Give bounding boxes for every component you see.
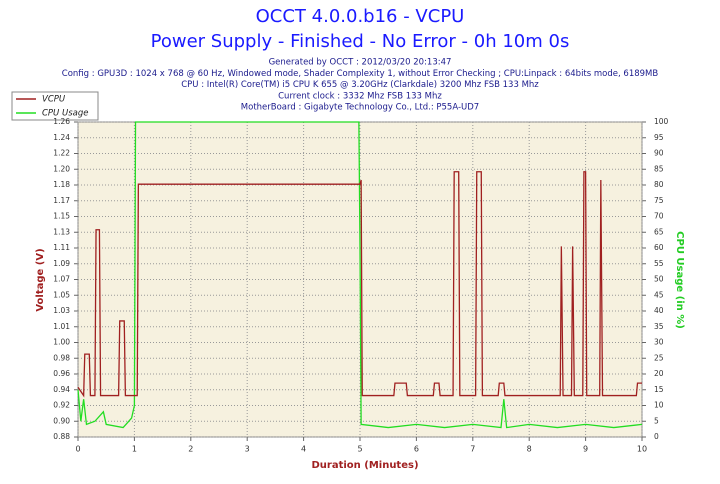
y-tick-label: 1.13 [53, 227, 70, 236]
y2-tick-label: 20 [654, 369, 664, 378]
y-tick-label: 1.26 [53, 117, 70, 126]
x-tick-label: 6 [414, 445, 419, 454]
x-tick-label: 1 [132, 445, 137, 454]
y-axis-label: Voltage (V) [35, 248, 46, 311]
x-tick-label: 10 [637, 445, 647, 454]
y2-tick-label: 40 [654, 306, 664, 315]
y-tick-label: 1.22 [53, 149, 70, 158]
y-tick-label: 0.96 [53, 369, 70, 378]
y-tick-label: 1.07 [53, 275, 70, 284]
legend-label: CPU Usage [42, 109, 88, 119]
series-line [77, 121, 643, 429]
info-line: Generated by OCCT : 2012/03/20 20:13:47 [269, 58, 452, 68]
y2-tick-label: 55 [654, 259, 664, 268]
info-line: CPU : Intel(R) Core(TM) i5 CPU K 655 @ 3… [181, 80, 539, 90]
info-line: Config : GPU3D : 1024 x 768 @ 60 Hz, Win… [62, 69, 659, 79]
x-tick-label: 2 [188, 445, 193, 454]
info-line: Current clock : 3332 Mhz FSB 133 Mhz [278, 91, 442, 101]
y-tick-label: 1.18 [53, 180, 70, 189]
x-tick-label: 9 [583, 445, 588, 454]
y2-tick-label: 65 [654, 227, 664, 236]
y-tick-label: 1.20 [53, 164, 70, 173]
info-line: MotherBoard : Gigabyte Technology Co., L… [241, 103, 479, 113]
x-tick-label: 5 [357, 445, 362, 454]
y-tick-label: 1.05 [53, 290, 70, 299]
y-tick-label: 0.98 [53, 353, 70, 362]
y2-tick-label: 35 [654, 322, 664, 331]
y2-tick-label: 70 [654, 212, 664, 221]
y-tick-label: 0.90 [53, 416, 70, 425]
y2-tick-label: 100 [654, 117, 669, 126]
y2-axis-label: CPU Usage (in %) [674, 231, 685, 329]
y-tick-label: 1.00 [53, 338, 70, 347]
y2-tick-label: 85 [654, 164, 664, 173]
y2-tick-label: 80 [654, 180, 664, 189]
y2-tick-label: 0 [654, 432, 659, 441]
y-tick-label: 1.11 [53, 243, 70, 252]
y-tick-label: 1.17 [53, 196, 70, 205]
x-tick-label: 0 [75, 445, 80, 454]
y2-tick-label: 15 [654, 385, 664, 394]
y2-tick-label: 30 [654, 338, 664, 347]
y2-tick-label: 25 [654, 353, 664, 362]
y2-tick-label: 75 [654, 196, 664, 205]
x-tick-label: 8 [527, 445, 532, 454]
y-tick-label: 0.88 [53, 432, 70, 441]
legend-label: VCPU [42, 95, 66, 105]
x-tick-label: 3 [245, 445, 250, 454]
x-tick-label: 7 [470, 445, 475, 454]
legend [11, 91, 99, 121]
y2-tick-label: 5 [654, 416, 659, 425]
chart-subtitle: Power Supply - Finished - No Error - 0h … [151, 31, 570, 52]
y-tick-label: 1.01 [53, 322, 70, 331]
y-tick-label: 0.92 [53, 401, 70, 410]
x-axis-label: Duration (Minutes) [311, 460, 418, 471]
series-line [77, 171, 642, 398]
y2-tick-label: 10 [654, 401, 664, 410]
y2-tick-label: 60 [654, 243, 664, 252]
y-tick-label: 1.24 [53, 133, 70, 142]
y2-tick-label: 90 [654, 149, 664, 158]
y2-tick-label: 95 [654, 133, 664, 142]
y2-tick-label: 50 [654, 275, 664, 284]
y-tick-label: 1.03 [53, 306, 70, 315]
y-tick-label: 1.15 [53, 212, 70, 221]
chart-title: OCCT 4.0.0.b16 - VCPU [256, 6, 465, 27]
y-tick-label: 0.94 [53, 385, 70, 394]
x-tick-label: 4 [301, 445, 306, 454]
y2-tick-label: 45 [654, 290, 664, 299]
y-tick-label: 1.09 [53, 259, 70, 268]
